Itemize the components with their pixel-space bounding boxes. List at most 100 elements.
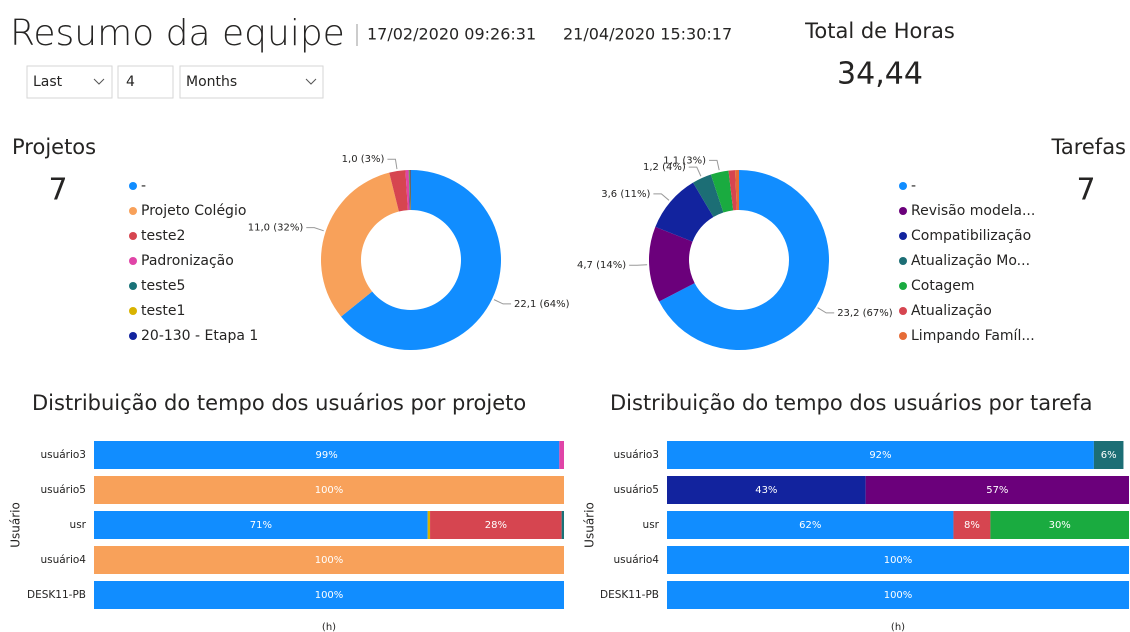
legend-label: teste5 [141, 278, 185, 294]
bar-segment [559, 441, 564, 469]
data-label: 28% [485, 520, 507, 531]
x-axis-label: (h) [322, 622, 336, 632]
card-value: 34,44 [837, 57, 923, 92]
legend-marker [899, 207, 907, 215]
legend-marker [899, 232, 907, 240]
y-axis-label: Usuário [9, 502, 23, 548]
y-tick-label: usuário5 [613, 484, 659, 496]
donut-slice [341, 170, 501, 350]
donut-slice [693, 174, 724, 218]
legend-marker [899, 282, 907, 290]
bar-segment [561, 511, 564, 539]
legend-marker [129, 332, 137, 340]
leader-line [817, 307, 835, 314]
legend-label: Limpando Famíl... [911, 328, 1035, 344]
data-label: 1,0 (3%) [342, 154, 385, 165]
data-label: 62% [799, 520, 821, 531]
data-label: 99% [316, 450, 338, 461]
data-label: 57% [986, 485, 1008, 496]
data-label: 100% [884, 555, 913, 566]
leader-line [629, 264, 648, 266]
bar-segment [427, 511, 431, 539]
data-label: 43% [755, 485, 777, 496]
data-label: 3,6 (11%) [601, 189, 650, 200]
data-label: 1,1 (3%) [663, 155, 706, 166]
legend-label: 20-130 - Etapa 1 [141, 328, 258, 344]
legend-label: Projeto Colégio [141, 203, 246, 219]
chart-title: Distribuição do tempo dos usuários por t… [610, 391, 1092, 415]
input[interactable] [117, 65, 174, 99]
dropdown-text: Months [186, 74, 237, 90]
dropdown-text: Last [33, 74, 63, 90]
leader-line [653, 193, 670, 201]
bar-segment [865, 476, 1129, 504]
leader-line [709, 159, 720, 171]
bar-segment [667, 441, 1094, 469]
data-label: 4,7 (14%) [577, 260, 626, 271]
donut-slice [389, 170, 408, 212]
data-label: 100% [315, 485, 344, 496]
legend-label: Revisão modela... [911, 203, 1035, 219]
filter-unit[interactable]: Months [179, 65, 324, 99]
filter-count[interactable]: 4 [117, 65, 174, 99]
bar-segment [667, 546, 1129, 574]
data-label: 100% [315, 555, 344, 566]
legend-marker [899, 307, 907, 315]
legend-marker [129, 282, 137, 290]
bar-segment [94, 581, 564, 609]
dropdown[interactable] [179, 65, 324, 99]
legend-label: Atualização [911, 303, 992, 319]
donut-slice [405, 170, 410, 211]
card-value: 7 [48, 173, 67, 208]
legend-label: Compatibilização [911, 228, 1031, 244]
legend-marker [899, 257, 907, 265]
donut-slice [655, 182, 714, 242]
card-label: Projetos [12, 135, 96, 159]
leader-line [688, 166, 702, 177]
legend-label: Padronização [141, 253, 234, 269]
bar-segment [990, 511, 1129, 539]
legend-label: - [911, 178, 916, 194]
legend-label: - [141, 178, 146, 194]
bar-segment [1093, 441, 1124, 469]
x-axis-label: (h) [891, 622, 905, 632]
data-label: 30% [1049, 520, 1071, 531]
bar-segment [94, 511, 428, 539]
legend-marker [129, 182, 137, 190]
donut-slice [710, 170, 734, 213]
data-label: 8% [964, 520, 980, 531]
legend-label: teste1 [141, 303, 185, 319]
legend-marker [899, 332, 907, 340]
legend-marker [129, 257, 137, 265]
bar-segment [667, 511, 954, 539]
bar-segment [430, 511, 562, 539]
data-label: 100% [884, 590, 913, 601]
page-title: Resumo da equipe [10, 13, 345, 54]
donut-slice [659, 170, 829, 350]
bar-segment [94, 476, 564, 504]
filter-period[interactable]: Last [26, 65, 113, 99]
donut-slice [728, 170, 737, 211]
date-start: 17/02/2020 09:26:31 [367, 25, 536, 44]
card-label: Tarefas [1050, 135, 1126, 159]
card-label: Total de Horas [804, 19, 955, 43]
chart-title: Distribuição do tempo dos usuários por p… [32, 391, 526, 415]
donut-slice [735, 170, 739, 211]
data-label: 1,2 (4%) [643, 162, 686, 173]
data-label: 6% [1101, 450, 1117, 461]
leader-line [306, 227, 324, 232]
legend-marker [129, 232, 137, 240]
dropdown[interactable] [26, 65, 113, 99]
y-tick-label: DESK11-PB [600, 589, 659, 601]
data-label: 22,1 (64%) [514, 299, 570, 310]
donut-slice [408, 170, 411, 211]
y-tick-label: usuário4 [613, 554, 659, 566]
leader-line [387, 158, 398, 170]
data-label: 71% [250, 520, 272, 531]
leader-line [493, 299, 512, 305]
y-tick-label: usr [643, 519, 660, 531]
bar-segment [94, 441, 560, 469]
data-label: 23,2 (67%) [837, 308, 893, 319]
y-tick-label: DESK11-PB [27, 589, 86, 601]
